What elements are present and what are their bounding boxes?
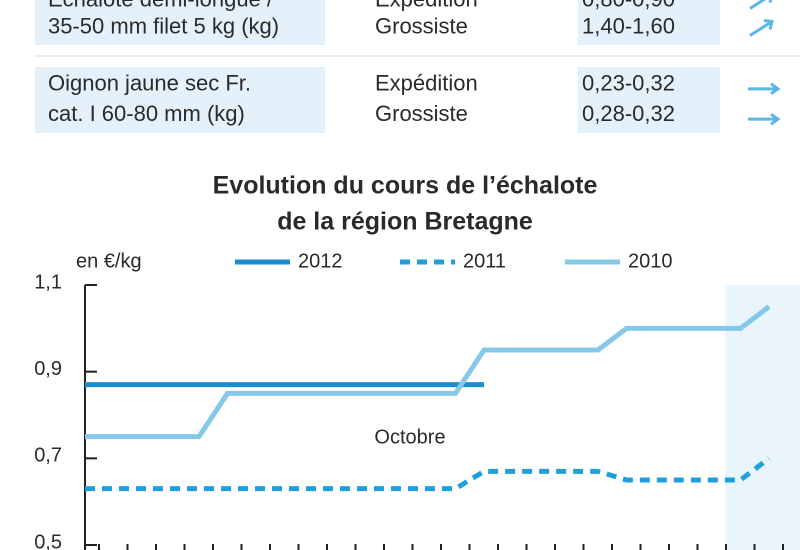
trend-arrow [749, 0, 773, 10]
price: 0,80-0,90 [582, 0, 675, 11]
price: 0,28-0,32 [582, 101, 675, 126]
cell-bg [578, 67, 720, 133]
trend-arrow [748, 82, 781, 96]
price: 0,23-0,32 [582, 71, 675, 96]
stage: Grossiste [375, 13, 468, 38]
chart-title: Evolution du cours de l’échalote [213, 172, 598, 200]
y-tick-label: 1,1 [34, 271, 62, 293]
cell-bg [578, 0, 720, 45]
cell-bg [35, 67, 325, 133]
stage: Expédition [375, 71, 478, 96]
series-line [85, 304, 771, 440]
legend-label: 2012 [298, 250, 343, 272]
y-tick-label: 0,7 [34, 445, 62, 467]
cell-bg [35, 0, 325, 45]
shaded-period [725, 285, 800, 550]
chart-title: de la région Bretagne [277, 208, 533, 236]
series-line [85, 456, 771, 492]
stage: Grossiste [375, 101, 468, 126]
y-tick-label: 0,9 [34, 358, 62, 380]
annotation: Octobre [374, 426, 445, 448]
y-axis-label: en €/kg [76, 250, 142, 272]
stage: Expédition [375, 0, 478, 11]
trend-arrow [748, 112, 781, 126]
product: Oignon jaune sec Fr. [48, 71, 251, 96]
product: Échalote demi-longue / [48, 0, 274, 11]
legend-label: 2010 [628, 250, 673, 272]
product: 35-50 mm filet 5 kg (kg) [48, 13, 279, 38]
legend-label: 2011 [463, 250, 506, 272]
product: cat. I 60-80 mm (kg) [48, 101, 245, 126]
price: 1,40-1,60 [582, 13, 675, 38]
y-tick-label: 0,5 [34, 531, 62, 550]
trend-arrow [749, 19, 774, 37]
